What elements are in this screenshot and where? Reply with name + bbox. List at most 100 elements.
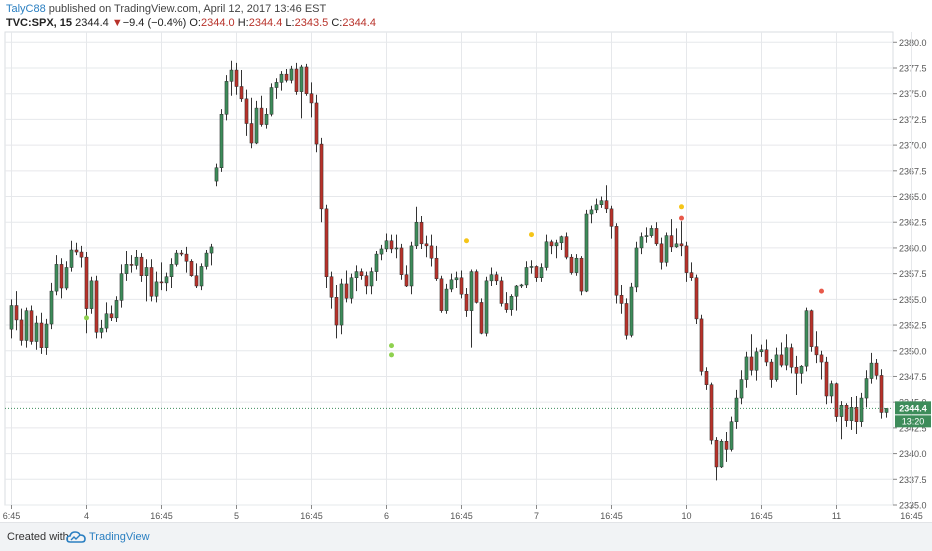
candle-body bbox=[819, 354, 824, 363]
candle-body bbox=[494, 274, 499, 282]
candle-body bbox=[729, 421, 734, 450]
candle-body bbox=[784, 347, 789, 366]
candle-body bbox=[689, 272, 694, 279]
candle-body bbox=[219, 114, 224, 168]
y-tick-label: 2362.5 bbox=[899, 218, 927, 228]
candle-body bbox=[669, 235, 674, 248]
candle-body bbox=[284, 73, 289, 81]
low-value: 2343.5 bbox=[294, 17, 329, 29]
published-text: published on TradingView.com, April 12, … bbox=[45, 3, 327, 15]
candle-body bbox=[759, 349, 764, 353]
candle-body bbox=[409, 245, 414, 287]
y-tick-label: 2372.5 bbox=[899, 115, 927, 125]
y-tick-label: 2350.0 bbox=[899, 346, 927, 356]
candle-body bbox=[339, 283, 344, 326]
candle-body bbox=[859, 397, 864, 422]
signal-dot bbox=[529, 232, 534, 238]
candle-body bbox=[614, 226, 619, 296]
x-tick-label: 16:45 bbox=[300, 511, 323, 521]
candle-body bbox=[779, 354, 784, 366]
candle-body bbox=[499, 280, 504, 304]
candle-body bbox=[624, 303, 629, 336]
x-tick-label: 11 bbox=[832, 511, 841, 521]
candle-body bbox=[514, 285, 519, 297]
candle-body bbox=[839, 405, 844, 417]
x-tick-label: 16:45 bbox=[900, 511, 923, 521]
candle-body bbox=[484, 280, 489, 334]
candle-body bbox=[34, 322, 39, 342]
candle-body bbox=[604, 200, 609, 210]
candlestick-chart[interactable]: 2335.02337.52340.02342.52345.02347.52350… bbox=[0, 0, 932, 522]
candle-body bbox=[699, 318, 704, 372]
y-tick-label: 2340.0 bbox=[899, 449, 927, 459]
candle-body bbox=[189, 261, 194, 276]
candle-body bbox=[629, 286, 634, 336]
candle-body bbox=[769, 361, 774, 380]
close-label: C: bbox=[331, 17, 343, 29]
chart-header: TalyC88 published on TradingView.com, Ap… bbox=[0, 0, 932, 30]
candle-body bbox=[709, 384, 714, 441]
candle-body bbox=[214, 167, 219, 182]
candle-body bbox=[319, 143, 324, 210]
change-down-icon: ▼ bbox=[111, 17, 123, 29]
author-link[interactable]: TalyC88 bbox=[6, 3, 46, 15]
candle-body bbox=[124, 264, 129, 274]
tradingview-brand-link[interactable]: TradingView bbox=[89, 531, 150, 543]
close-value: 2344.4 bbox=[342, 17, 376, 29]
created-with-text: Created with bbox=[7, 531, 69, 543]
candle-body bbox=[439, 278, 444, 311]
candle-body bbox=[814, 346, 819, 356]
candle-body bbox=[269, 87, 274, 115]
candle-body bbox=[774, 354, 779, 380]
candle-body bbox=[79, 251, 84, 258]
candle-body bbox=[44, 323, 49, 348]
candle-body bbox=[739, 379, 744, 399]
candle-body bbox=[199, 266, 204, 287]
candle-body bbox=[764, 349, 769, 363]
y-tick-label: 2352.5 bbox=[899, 321, 927, 331]
candle-body bbox=[619, 294, 624, 304]
candle-body bbox=[594, 204, 599, 211]
candle-body bbox=[749, 356, 754, 371]
candle-body bbox=[39, 322, 44, 348]
candle-body bbox=[799, 365, 804, 374]
tradingview-cloud-icon bbox=[66, 531, 86, 543]
candle-body bbox=[599, 200, 604, 205]
candle-body bbox=[634, 247, 639, 288]
candle-body bbox=[294, 68, 299, 92]
candle-body bbox=[789, 347, 794, 368]
candle-body bbox=[809, 310, 814, 347]
candle-body bbox=[679, 243, 684, 247]
y-tick-label: 2375.0 bbox=[899, 89, 927, 99]
y-tick-label: 2342.5 bbox=[899, 423, 927, 433]
candle-body bbox=[419, 221, 424, 245]
y-tick-label: 2335.0 bbox=[899, 501, 927, 511]
symbol-name[interactable]: TVC:SPX, 15 bbox=[6, 17, 73, 29]
candle-body bbox=[209, 246, 214, 254]
low-label: L: bbox=[285, 17, 295, 29]
candle-body bbox=[144, 267, 149, 276]
signal-dot bbox=[84, 315, 89, 321]
y-tick-label: 2360.0 bbox=[899, 243, 927, 253]
candle-body bbox=[829, 383, 834, 397]
candle-body bbox=[734, 397, 739, 422]
candle-body bbox=[869, 362, 874, 379]
plot-area bbox=[4, 31, 894, 506]
candle-body bbox=[864, 378, 869, 399]
candle-body bbox=[664, 235, 669, 263]
current-price-label: 2344.4 bbox=[899, 403, 927, 413]
candle-body bbox=[469, 271, 474, 311]
candle-body bbox=[744, 356, 749, 380]
candle-body bbox=[204, 252, 209, 267]
candle-body bbox=[724, 440, 729, 450]
candle-body bbox=[9, 305, 14, 330]
candle-body bbox=[844, 405, 849, 421]
candle-body bbox=[134, 256, 139, 266]
candle-body bbox=[454, 277, 459, 281]
x-tick-label: 16:45 bbox=[750, 511, 773, 521]
candle-body bbox=[84, 256, 89, 309]
y-tick-label: 2357.5 bbox=[899, 269, 927, 279]
candle-body bbox=[374, 253, 379, 272]
candle-body bbox=[684, 245, 689, 273]
x-tick-label: 16:45 bbox=[150, 511, 173, 521]
